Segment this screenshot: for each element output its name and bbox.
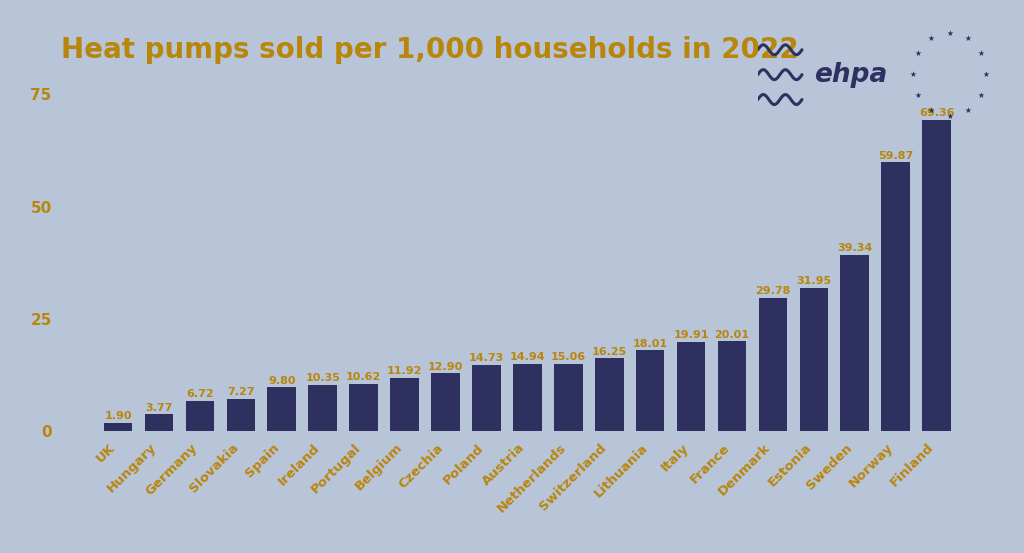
Bar — [677, 342, 706, 431]
Text: 10.62: 10.62 — [346, 372, 381, 382]
Text: 12.90: 12.90 — [428, 362, 463, 372]
Text: 9.80: 9.80 — [268, 375, 296, 385]
Bar — [841, 254, 869, 431]
Text: 14.73: 14.73 — [469, 353, 504, 363]
Text: Heat pumps sold per 1,000 households in 2022: Heat pumps sold per 1,000 households in … — [61, 36, 799, 64]
Text: 39.34: 39.34 — [838, 243, 872, 253]
Bar — [390, 378, 419, 431]
Bar — [349, 384, 378, 431]
Bar — [882, 163, 910, 431]
Bar — [718, 341, 746, 431]
Bar — [144, 414, 173, 431]
Text: 29.78: 29.78 — [756, 286, 791, 296]
Text: ★: ★ — [946, 29, 953, 38]
Text: ★: ★ — [946, 112, 953, 121]
Text: 1.90: 1.90 — [104, 411, 132, 421]
Bar — [185, 401, 214, 431]
Text: 6.72: 6.72 — [186, 389, 214, 399]
Text: ★: ★ — [983, 70, 990, 79]
Text: ★: ★ — [928, 34, 935, 43]
Text: 15.06: 15.06 — [551, 352, 586, 362]
Bar — [636, 351, 665, 431]
Text: ★: ★ — [914, 91, 921, 100]
Text: 14.94: 14.94 — [510, 352, 545, 362]
Bar — [759, 298, 787, 431]
Text: 3.77: 3.77 — [145, 403, 173, 413]
Bar — [267, 387, 296, 431]
Bar — [103, 423, 132, 431]
Text: 11.92: 11.92 — [387, 366, 422, 376]
Text: 16.25: 16.25 — [592, 347, 627, 357]
Bar — [554, 364, 583, 431]
Text: 7.27: 7.27 — [227, 387, 255, 397]
Bar — [595, 358, 624, 431]
Text: ehpa: ehpa — [814, 61, 888, 88]
Text: ★: ★ — [965, 106, 972, 115]
Text: ★: ★ — [965, 34, 972, 43]
Bar — [472, 365, 501, 431]
Text: 18.01: 18.01 — [633, 338, 668, 348]
Text: 10.35: 10.35 — [305, 373, 340, 383]
Text: 19.91: 19.91 — [674, 330, 709, 340]
Text: ★: ★ — [914, 49, 921, 59]
Bar — [431, 373, 460, 431]
Bar — [308, 385, 337, 431]
Text: 59.87: 59.87 — [878, 150, 913, 160]
Bar — [226, 399, 255, 431]
Text: ★: ★ — [978, 91, 985, 100]
Text: 69.36: 69.36 — [919, 108, 954, 118]
Text: 31.95: 31.95 — [797, 276, 831, 286]
Text: ★: ★ — [978, 49, 985, 59]
Text: ★: ★ — [928, 106, 935, 115]
Text: ★: ★ — [909, 70, 916, 79]
Bar — [513, 364, 542, 431]
Bar — [800, 288, 828, 431]
Bar — [923, 119, 951, 431]
Text: 20.01: 20.01 — [715, 330, 750, 340]
